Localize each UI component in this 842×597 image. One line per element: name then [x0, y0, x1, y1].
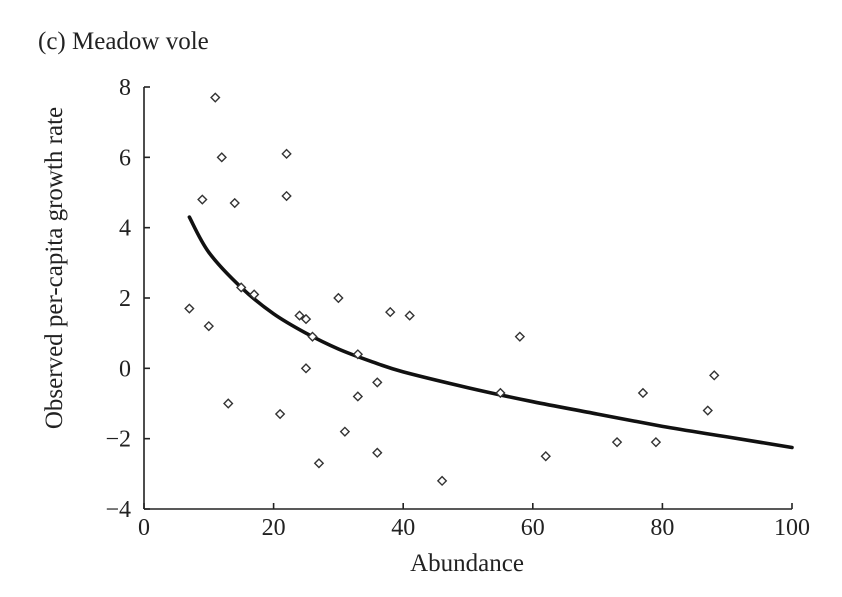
data-point: [281, 148, 292, 160]
y-tick-label: 8: [119, 75, 131, 101]
data-point: [294, 310, 305, 321]
data-point: [333, 292, 344, 304]
x-axis-title: Abundance: [410, 550, 524, 577]
data-point: [436, 475, 448, 487]
x-tick-label: 20: [262, 515, 286, 541]
data-point: [352, 391, 364, 402]
y-tick-label: 0: [119, 356, 131, 382]
x-axis-ticks: 0 20 40 60 80 100: [138, 503, 810, 541]
data-point: [307, 331, 318, 342]
fitted-curve: [187, 215, 794, 450]
plot-area: −4 −2 0 2 4 6 8 0 20 40 60 80 100: [105, 75, 810, 541]
y-tick-label: 2: [119, 286, 131, 312]
x-tick-label: 100: [774, 515, 810, 541]
data-point: [313, 458, 325, 469]
data-point: [236, 282, 247, 293]
data-point: [216, 152, 227, 163]
data-point: [495, 387, 506, 399]
y-tick-label: −4: [105, 497, 131, 523]
data-point: [404, 310, 415, 321]
data-point: [300, 313, 312, 325]
data-point: [197, 194, 208, 205]
panel-title: (c) Meadow vole: [38, 28, 209, 55]
data-point: [229, 197, 240, 209]
data-point: [223, 398, 234, 409]
data-point: [702, 405, 713, 416]
y-tick-label: 4: [119, 216, 131, 242]
y-axis-ticks: −4 −2 0 2 4 6 8: [105, 75, 150, 523]
data-point: [514, 331, 526, 342]
data-point: [709, 370, 720, 381]
y-tick-label: −2: [105, 427, 131, 453]
data-point: [385, 306, 396, 318]
x-tick-label: 80: [650, 515, 674, 541]
data-point: [611, 436, 623, 448]
data-point: [203, 320, 214, 332]
data-point: [372, 377, 383, 388]
data-point: [274, 408, 286, 420]
data-point: [300, 363, 312, 374]
data-point: [650, 436, 662, 448]
x-tick-label: 40: [391, 515, 415, 541]
data-point: [248, 289, 260, 300]
data-point: [184, 303, 195, 314]
data-point: [372, 447, 383, 458]
data-point: [281, 190, 292, 202]
x-tick-label: 0: [138, 515, 150, 541]
data-point: [352, 349, 364, 360]
x-tick-label: 60: [521, 515, 545, 541]
data-point: [339, 426, 351, 437]
data-points: [184, 92, 720, 487]
data-point: [637, 387, 649, 399]
y-tick-label: 6: [119, 145, 131, 171]
y-axis-title: Observed per-capita growth rate: [41, 107, 68, 429]
data-point: [210, 92, 221, 103]
data-point: [540, 451, 551, 462]
